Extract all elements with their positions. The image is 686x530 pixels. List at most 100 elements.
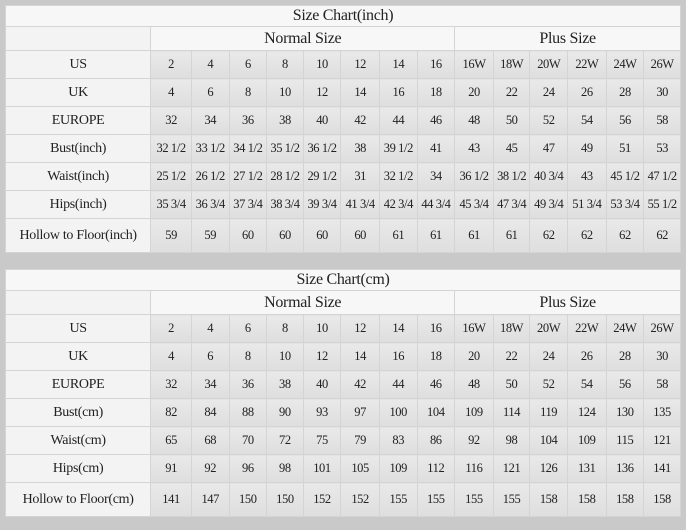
size-value-cell: 26 bbox=[566, 342, 607, 371]
table-row: UK 4 6 8 10 12 14 16 18 20 22 24 26 28 30 bbox=[4, 342, 681, 371]
row-label: UK bbox=[4, 342, 152, 371]
size-value-cell: 6 bbox=[228, 314, 268, 343]
size-value-cell: 158 bbox=[566, 482, 607, 517]
size-value-cell: 109 bbox=[378, 454, 418, 483]
size-value-cell: 8 bbox=[228, 78, 268, 107]
size-value-cell: 30 bbox=[643, 78, 681, 107]
size-value-cell: 26 1/2 bbox=[190, 162, 230, 191]
size-value-cell: 83 bbox=[378, 426, 418, 455]
size-value-cell: 36 1/2 bbox=[302, 134, 342, 163]
size-value-cell: 53 3/4 bbox=[605, 190, 645, 219]
size-value-cell: 6 bbox=[228, 50, 268, 79]
size-value-cell: 49 bbox=[567, 134, 607, 163]
size-value-cell: 147 bbox=[190, 482, 230, 517]
size-value-cell: 31 bbox=[340, 162, 381, 191]
table-title: Size Chart(inch) bbox=[5, 5, 681, 27]
size-value-cell: 20W bbox=[529, 50, 569, 79]
size-value-cell: 24 bbox=[529, 78, 569, 107]
size-value-cell: 26 bbox=[567, 78, 607, 107]
size-chart-inch-table: Size Chart(inch) Normal Size Plus Size US 2 4… bbox=[4, 5, 681, 253]
size-value-cell: 58 bbox=[643, 106, 681, 135]
size-value-cell: 82 bbox=[150, 398, 192, 427]
table-row: Hollow to Floor(cm) 141 147 150 150 152 152 155… bbox=[4, 482, 681, 517]
size-value-cell: 121 bbox=[492, 454, 531, 483]
size-value-cell: 116 bbox=[454, 454, 494, 483]
size-value-cell: 33 1/2 bbox=[190, 134, 230, 163]
size-value-cell: 42 bbox=[340, 106, 381, 135]
size-value-cell: 36 bbox=[228, 106, 268, 135]
corner-cell bbox=[4, 26, 152, 51]
size-value-cell: 16W bbox=[454, 50, 494, 79]
size-value-cell: 51 3/4 bbox=[567, 190, 607, 219]
size-value-cell: 45 bbox=[492, 134, 531, 163]
size-value-cell: 62 bbox=[643, 218, 681, 253]
size-value-cell: 22 bbox=[492, 342, 531, 371]
size-value-cell: 155 bbox=[492, 482, 531, 517]
size-value-cell: 104 bbox=[529, 426, 568, 455]
row-label: Bust(cm) bbox=[4, 398, 152, 427]
size-value-cell: 20W bbox=[529, 314, 568, 343]
size-value-cell: 12 bbox=[302, 342, 342, 371]
size-value-cell: 4 bbox=[150, 78, 192, 107]
size-value-cell: 34 1/2 bbox=[228, 134, 268, 163]
size-value-cell: 47 1/2 bbox=[643, 162, 681, 191]
size-value-cell: 14 bbox=[379, 50, 418, 79]
size-value-cell: 27 1/2 bbox=[228, 162, 268, 191]
size-value-cell: 136 bbox=[605, 454, 645, 483]
size-value-cell: 18 bbox=[416, 342, 456, 371]
size-value-cell: 41 bbox=[416, 134, 456, 163]
row-label: Waist(inch) bbox=[4, 162, 152, 191]
size-value-cell: 28 1/2 bbox=[266, 162, 304, 191]
size-value-cell: 98 bbox=[266, 454, 304, 483]
size-value-cell: 14 bbox=[378, 314, 418, 343]
size-value-cell: 50 bbox=[492, 106, 531, 135]
size-value-cell: 32 bbox=[150, 106, 192, 135]
row-label: UK bbox=[4, 78, 152, 107]
size-value-cell: 130 bbox=[605, 398, 645, 427]
table-row: US 2 4 6 8 10 12 14 16 16W 18W 20W 22W 24W 26W bbox=[4, 314, 681, 343]
size-value-cell: 6 bbox=[190, 78, 230, 107]
row-label: Hips(cm) bbox=[4, 454, 152, 483]
corner-cell bbox=[4, 290, 152, 315]
size-value-cell: 124 bbox=[566, 398, 607, 427]
size-value-cell: 24 bbox=[529, 342, 568, 371]
size-value-cell: 42 3/4 bbox=[379, 190, 418, 219]
size-value-cell: 16 bbox=[379, 78, 418, 107]
size-value-cell: 91 bbox=[150, 454, 192, 483]
title-row: Size Chart(inch) bbox=[5, 5, 681, 27]
size-value-cell: 47 3/4 bbox=[492, 190, 531, 219]
size-value-cell: 61 bbox=[379, 218, 418, 253]
size-value-cell: 131 bbox=[566, 454, 607, 483]
size-value-cell: 158 bbox=[605, 482, 645, 517]
size-value-cell: 59 bbox=[190, 218, 230, 253]
size-value-cell: 43 bbox=[454, 134, 494, 163]
plus-size-header: Plus Size bbox=[454, 290, 681, 315]
size-value-cell: 6 bbox=[190, 342, 230, 371]
row-label: EUROPE bbox=[4, 106, 152, 135]
table-row: Hollow to Floor(inch) 59 59 60 60 60 60 61 61 61 6… bbox=[4, 218, 681, 253]
size-value-cell: 36 3/4 bbox=[190, 190, 230, 219]
size-value-cell: 70 bbox=[228, 426, 268, 455]
size-value-cell: 56 bbox=[605, 370, 645, 399]
size-value-cell: 55 1/2 bbox=[643, 190, 681, 219]
size-value-cell: 40 bbox=[302, 106, 342, 135]
size-value-cell: 16 bbox=[416, 314, 456, 343]
size-value-cell: 37 3/4 bbox=[228, 190, 268, 219]
title-row: Size Chart(cm) bbox=[5, 269, 681, 291]
size-value-cell: 8 bbox=[266, 314, 304, 343]
size-value-cell: 24W bbox=[605, 50, 645, 79]
size-value-cell: 158 bbox=[643, 482, 681, 517]
size-value-cell: 22W bbox=[567, 50, 607, 79]
table-row: EUROPE 32 34 36 38 40 42 44 46 48 50 52 54 56 58 bbox=[4, 370, 681, 399]
size-value-cell: 16 bbox=[416, 50, 456, 79]
size-value-cell: 48 bbox=[454, 106, 494, 135]
size-value-cell: 84 bbox=[190, 398, 230, 427]
size-value-cell: 88 bbox=[228, 398, 268, 427]
size-value-cell: 2 bbox=[150, 314, 192, 343]
size-value-cell: 10 bbox=[266, 342, 304, 371]
size-value-cell: 30 bbox=[643, 342, 681, 371]
size-value-cell: 18 bbox=[416, 78, 456, 107]
size-value-cell: 52 bbox=[529, 106, 569, 135]
plus-size-header: Plus Size bbox=[454, 26, 681, 51]
size-value-cell: 47 bbox=[529, 134, 569, 163]
